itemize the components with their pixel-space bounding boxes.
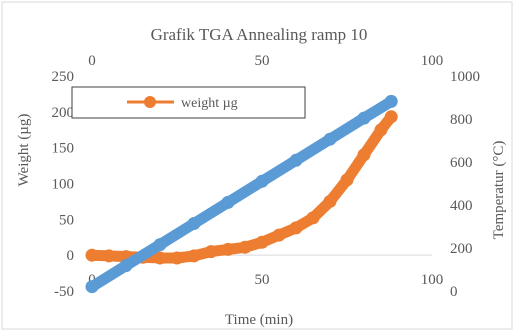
y2-tick-label: 0 [450, 284, 458, 300]
data-point [340, 173, 354, 187]
data-point [374, 123, 388, 137]
data-point [289, 153, 303, 167]
y2-tick-label: 200 [450, 241, 473, 257]
data-point [85, 248, 99, 262]
y2-axis-label: Temperatur (°C) [491, 141, 507, 240]
y-tick-label: -50 [54, 284, 74, 300]
legend-box [71, 86, 306, 119]
data-point [323, 132, 337, 146]
axis-labels: Time (min) Weight (µg) Temperatur (°C) [16, 114, 507, 328]
data-point [204, 245, 218, 259]
x-tick-label: 50 [255, 272, 270, 288]
data-point [221, 195, 235, 209]
data-point [272, 228, 286, 242]
y2-tick-label: 1000 [450, 69, 480, 85]
legend-label-weight: weight µg [181, 96, 238, 111]
legend-marker-weight [144, 96, 156, 108]
data-point [170, 251, 184, 265]
y-tick-label: 250 [52, 69, 75, 85]
x-tick-label: 0 [88, 272, 96, 288]
y-axis-label: Weight (µg) [16, 114, 32, 187]
x-axis-label: Time (min) [225, 312, 293, 328]
data-point [289, 221, 303, 235]
x2-tick-label: 50 [255, 53, 270, 69]
data-point [306, 211, 320, 225]
y-tick-label: 50 [59, 212, 74, 228]
y-tick-label: 150 [52, 141, 75, 157]
data-point [238, 240, 252, 254]
data-point [255, 235, 269, 249]
data-point [384, 94, 398, 108]
x2-tick-label: 0 [88, 53, 96, 69]
data-point [119, 259, 133, 273]
chart-border [1, 1, 513, 330]
y2-tick-label: 600 [450, 155, 473, 171]
data-point [102, 249, 116, 263]
data-point [85, 280, 99, 294]
data-point [323, 194, 337, 208]
data-point [384, 110, 398, 124]
y2-tick-label: 400 [450, 198, 473, 214]
data-point [153, 238, 167, 252]
data-point [221, 242, 235, 256]
x-tick-label: 100 [421, 272, 444, 288]
y-tick-label: 200 [52, 105, 75, 121]
series-temperature [85, 94, 398, 294]
series-band [86, 95, 397, 293]
chart-title: Grafik TGA Annealing ramp 10 [151, 25, 368, 44]
y2-tick-label: 800 [450, 112, 473, 128]
data-point [187, 217, 201, 230]
data-point [153, 251, 167, 265]
legend: weight µg [71, 86, 306, 119]
data-point [187, 249, 201, 263]
x2-tick-label: 100 [421, 53, 444, 69]
data-point [255, 174, 269, 188]
y-tick-label: 0 [67, 248, 75, 264]
data-point [357, 111, 371, 125]
data-point [357, 148, 371, 162]
y-tick-label: 100 [52, 177, 75, 193]
